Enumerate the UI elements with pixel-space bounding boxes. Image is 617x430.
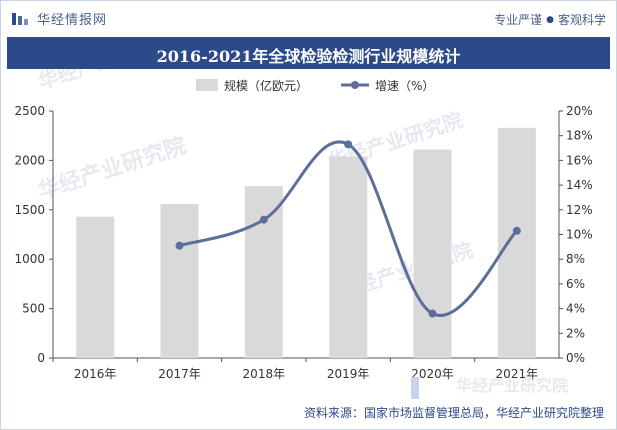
source-note: 资料来源：国家市场监督管理总局，华经产业研究院整理: [303, 406, 604, 420]
growth-point: [512, 226, 521, 235]
bar: [329, 156, 368, 358]
legend-line-label: 增速（%）: [375, 79, 434, 93]
y-right-tick-label: 16%: [566, 153, 593, 167]
slogan-dot-icon: ●: [546, 14, 554, 25]
growth-line: [179, 140, 518, 317]
y-right-tick-label: 12%: [566, 203, 593, 217]
watermark-text: 华经产业研究院: [35, 132, 190, 204]
legend-bar-label: 规模（亿欧元）: [224, 78, 308, 93]
y-right-tick-label: 18%: [566, 129, 593, 143]
y-left-tick-label: 1000: [14, 252, 45, 266]
footer-watermark-name: 华经产业研究院: [456, 376, 568, 395]
y-right-tick-label: 6%: [566, 277, 585, 291]
x-tick-label: 2018年: [243, 367, 286, 381]
x-tick-label: 2020年: [411, 367, 454, 381]
growth-point: [344, 140, 353, 149]
bar: [76, 216, 115, 358]
y-right-tick-label: 8%: [566, 252, 585, 266]
x-tick-label: 2017年: [158, 367, 201, 381]
title-bar: 2016-2021年全球检验检测行业规模统计: [7, 37, 610, 69]
growth-point: [259, 215, 268, 224]
brand: 华经情报网: [11, 9, 107, 28]
y-left-tick-label: 0: [37, 351, 45, 365]
y-left-tick-label: 1500: [14, 203, 45, 217]
brand-name: 华经情报网: [37, 13, 108, 28]
bar: [497, 127, 536, 358]
top-bar: 华经情报网 专业严谨 ● 客观科学: [1, 1, 616, 35]
y-right-tick-label: 14%: [566, 178, 593, 192]
bar: [413, 149, 452, 358]
slogan-right: 客观科学: [557, 13, 606, 27]
slogan: 专业严谨 ● 客观科学: [494, 11, 606, 28]
y-left-tick-label: 2500: [14, 104, 45, 118]
x-tick-label: 2021年: [496, 367, 539, 381]
chart-title: 2016-2021年全球检验检测行业规模统计: [156, 47, 461, 66]
bar: [244, 186, 283, 358]
x-tick-label: 2016年: [74, 367, 117, 381]
growth-point: [428, 309, 437, 318]
slogan-left: 专业严谨: [494, 13, 543, 27]
watermark-text: 华经产业研究院: [35, 69, 176, 94]
brand-logo-icon: [12, 12, 28, 25]
y-right-tick-label: 0%: [566, 351, 585, 365]
x-tick-label: 2019年: [327, 367, 370, 381]
y-left-tick-label: 2000: [14, 153, 45, 167]
y-right-tick-label: 10%: [566, 228, 593, 242]
y-left-tick-label: 500: [22, 302, 45, 316]
y-right-tick-label: 4%: [566, 302, 585, 316]
growth-point: [175, 241, 184, 250]
y-right-tick-label: 2%: [566, 326, 585, 340]
y-right-tick-label: 20%: [566, 104, 593, 118]
bar: [160, 203, 199, 358]
legend-bar-swatch: [196, 79, 218, 91]
legend-line-marker: [351, 81, 359, 89]
chart-area: 华经产业研究院华经产业研究院华经产业研究院华经产业研究院050010001500…: [14, 69, 593, 399]
footer-logo-block: [411, 377, 419, 399]
